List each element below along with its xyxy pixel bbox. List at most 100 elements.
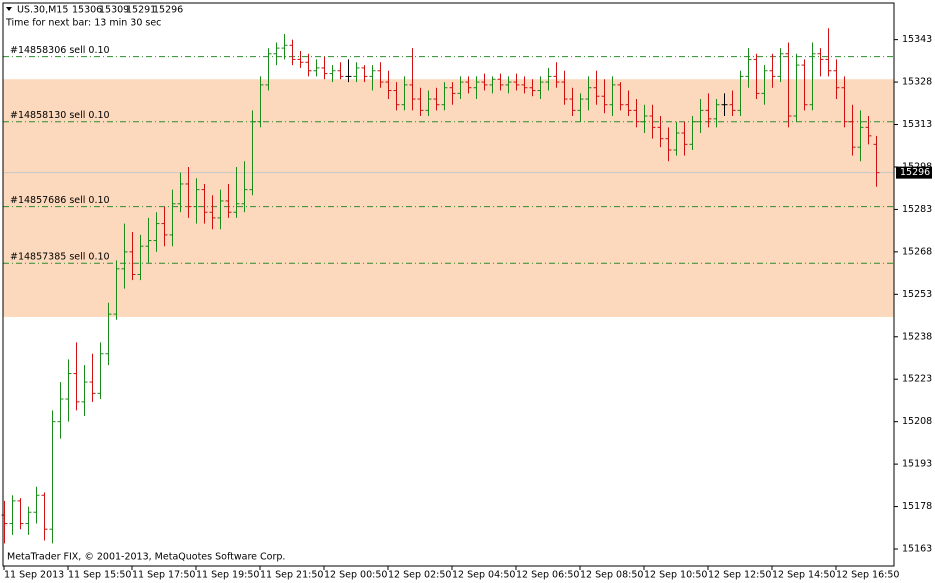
ohlc-bar [633, 99, 640, 128]
ohlc-bar [329, 65, 336, 83]
ohlc-bar [313, 59, 320, 77]
ohlc-bar [161, 206, 168, 247]
ohlc-bar [401, 76, 408, 111]
ohlc-bar [561, 70, 568, 105]
ohlc-bar [729, 90, 736, 117]
x-tick-label: 12 Sep 02:50 [388, 570, 451, 581]
x-tick-label: 11 Sep 21:50 [260, 570, 323, 581]
ohlc-bar [193, 178, 200, 224]
ohlc-bar [353, 62, 360, 83]
ohlc-bar [857, 110, 864, 162]
ohlc-bar [705, 93, 712, 128]
ohlc-bar [617, 82, 624, 111]
ohlc-bar [377, 62, 384, 88]
ohlc-bar [57, 382, 64, 439]
ohlc-bar [217, 189, 224, 230]
ohlc-bar [417, 87, 424, 117]
ohlc-bar [673, 121, 680, 156]
x-tick-label: 11 Sep 2013 [4, 570, 64, 581]
price-label-bg [896, 166, 932, 179]
ohlc-bar [233, 166, 240, 218]
y-tick-label: 15268 [902, 246, 932, 257]
y-tick-label: 15343 [902, 34, 932, 45]
ohlc-bar [601, 79, 608, 114]
x-tick-label: 11 Sep 19:50 [196, 570, 259, 581]
ohlc-bar [753, 53, 760, 100]
header-value: 15306 [72, 5, 102, 16]
header-value: 15309 [99, 5, 129, 16]
ohlc-bar [833, 59, 840, 100]
ohlc-bar [305, 53, 312, 77]
ohlc-bar [137, 234, 144, 281]
ohlc-bar [321, 56, 328, 80]
ohlc-bar [201, 183, 208, 224]
y-tick-label: 15163 [902, 544, 932, 555]
ohlc-bar [81, 365, 88, 417]
order-label: #14857385 sell 0.10 [10, 252, 110, 263]
y-tick-label: 15208 [902, 416, 932, 427]
price-label: 15296 [900, 167, 930, 178]
ohlc-bar [433, 87, 440, 111]
ohlc-bar [817, 48, 824, 77]
ohlc-bar [769, 53, 776, 88]
ohlc-bar [369, 65, 376, 91]
y-tick-label: 15238 [902, 331, 932, 342]
y-tick-label: 15193 [902, 459, 932, 470]
header-value: 15291 [126, 5, 156, 16]
chart-subtitle: Time for next bar: 13 min 30 sec [5, 18, 161, 29]
menu-icon [6, 7, 12, 11]
header-value: 15296 [153, 5, 183, 16]
ohlc-bar [273, 42, 280, 66]
ohlc-bar [449, 82, 456, 105]
ohlc-bar [569, 87, 576, 117]
ohlc-bar [665, 127, 672, 162]
ohlc-bar [225, 183, 232, 218]
x-tick-label: 11 Sep 17:50 [132, 570, 195, 581]
x-tick-label: 12 Sep 16:50 [836, 570, 899, 581]
ohlc-bar [457, 76, 464, 100]
ohlc-bar [393, 82, 400, 111]
ohlc-bar [849, 104, 856, 156]
ohlc-bar [793, 53, 800, 122]
ohlc-bar [297, 50, 304, 68]
ohlc-bar [801, 59, 808, 111]
ohlc-bar [505, 76, 512, 94]
x-tick-label: 12 Sep 12:50 [708, 570, 771, 581]
ohlc-bar [169, 189, 176, 247]
ohlc-bar [689, 116, 696, 150]
ohlc-bar [625, 90, 632, 117]
ohlc-bar [521, 76, 528, 94]
ohlc-bar [361, 65, 368, 83]
ohlc-bar [649, 104, 656, 139]
ohlc-bar [585, 76, 592, 111]
ohlc-bar [25, 506, 32, 535]
ohlc-bar [641, 104, 648, 134]
ohlc-bar [257, 76, 264, 128]
ohlc-bar [745, 48, 752, 88]
ohlc-bar [121, 223, 128, 289]
x-tick-label: 11 Sep 15:50 [68, 570, 131, 581]
ohlc-bar [609, 76, 616, 117]
ohlc-bar [721, 93, 728, 117]
ohlc-bar [553, 62, 560, 88]
ohlc-bar [761, 65, 768, 105]
ohlc-bar [241, 161, 248, 213]
x-tick-label: 12 Sep 14:50 [772, 570, 835, 581]
x-tick-label: 12 Sep 08:50 [580, 570, 643, 581]
ohlc-bar [153, 212, 160, 252]
order-label: #14857686 sell 0.10 [10, 195, 110, 206]
ohlc-bar [593, 70, 600, 105]
ohlc-bar [537, 76, 544, 100]
ohlc-bar [825, 28, 832, 77]
y-tick-label: 15313 [902, 119, 932, 130]
plot-frame [2, 2, 895, 567]
ohlc-bar [281, 33, 288, 60]
ohlc-bar [337, 62, 344, 80]
footer: MetaTrader FIX, © 2001-2013, MetaQuotes … [7, 552, 285, 563]
x-tick-label: 12 Sep 04:50 [452, 570, 515, 581]
ohlc-bar [481, 73, 488, 91]
y-tick-label: 15253 [902, 289, 932, 300]
ohlc-bar [473, 76, 480, 100]
